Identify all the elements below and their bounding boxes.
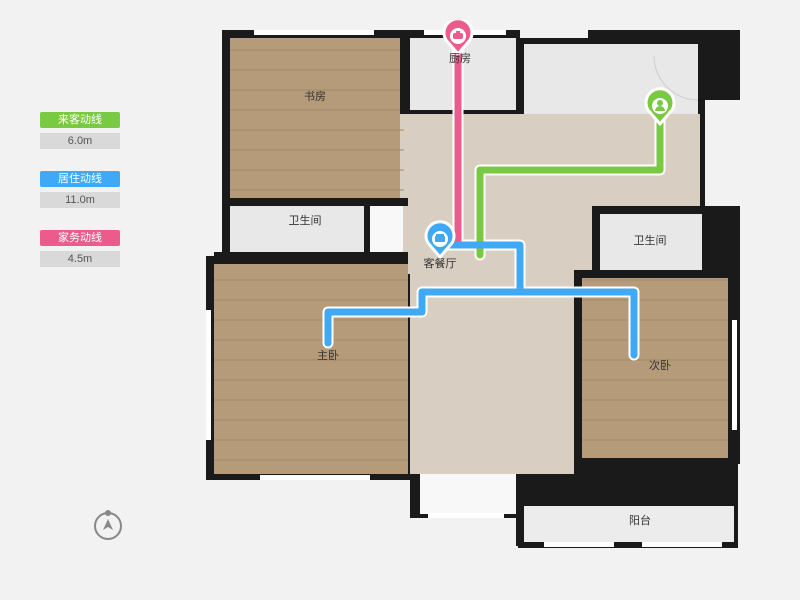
floorplan: 书房 厨房 卫生间 客餐厅 卫生间 主卧 次卧 阳台 <box>200 20 770 580</box>
label-balcony: 阳台 <box>629 512 651 528</box>
label-living: 客餐厅 <box>424 255 457 271</box>
room-living-ext <box>410 274 574 474</box>
compass-icon <box>90 508 126 544</box>
room-master <box>214 264 408 474</box>
legend-color-living: 居住动线 <box>40 171 120 187</box>
legend: 来客动线 6.0m 居住动线 11.0m 家务动线 4.5m <box>40 112 130 289</box>
legend-item-housework: 家务动线 4.5m <box>40 230 130 267</box>
room-balcony <box>522 506 734 542</box>
legend-color-housework: 家务动线 <box>40 230 120 246</box>
label-master: 主卧 <box>317 347 339 363</box>
legend-item-living: 居住动线 11.0m <box>40 171 130 208</box>
legend-item-guest: 来客动线 6.0m <box>40 112 130 149</box>
room-bath1b <box>365 204 403 252</box>
legend-value-housework: 4.5m <box>40 251 120 267</box>
label-kitchen: 厨房 <box>449 50 471 66</box>
label-bath1: 卫生间 <box>289 212 322 228</box>
label-study: 书房 <box>304 88 326 104</box>
legend-value-guest: 6.0m <box>40 133 120 149</box>
label-bath2: 卫生间 <box>634 232 667 248</box>
legend-color-guest: 来客动线 <box>40 112 120 128</box>
room-below <box>418 474 518 514</box>
label-second: 次卧 <box>649 357 671 373</box>
legend-value-living: 11.0m <box>40 192 120 208</box>
room-study <box>230 38 404 200</box>
